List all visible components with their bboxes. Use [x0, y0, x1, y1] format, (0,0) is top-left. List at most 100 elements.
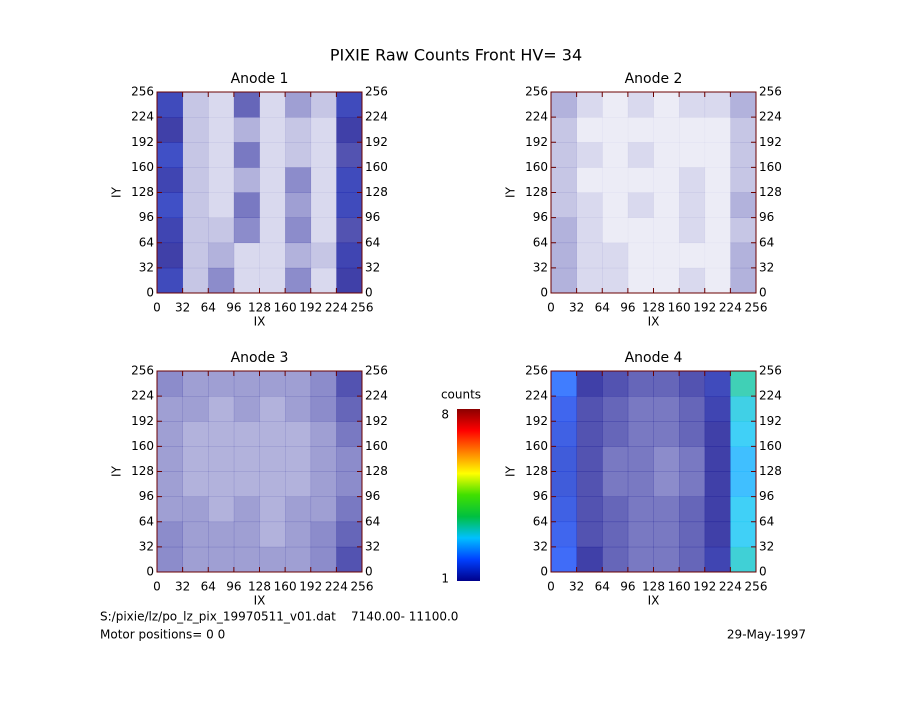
y-tick-label: 224	[131, 389, 154, 403]
heat-cell	[208, 446, 235, 472]
heat-cell	[704, 167, 731, 193]
heat-cell	[233, 142, 260, 168]
heat-cell	[182, 242, 209, 269]
heat-cell	[233, 242, 260, 269]
heat-cell	[182, 167, 209, 193]
y-tick-label: 160	[525, 160, 548, 174]
x-tick-label: 64	[201, 301, 216, 315]
x-tick-label: 128	[248, 301, 271, 315]
heat-cell	[551, 92, 577, 118]
y-tick-label: 0	[540, 565, 548, 579]
y2-tick-label: 224	[365, 110, 388, 124]
y-tick-label: 224	[525, 389, 548, 403]
heat-cell	[627, 142, 654, 168]
x-axis-label: IX	[648, 315, 660, 329]
heat-cell	[259, 167, 286, 193]
heat-cell	[208, 521, 235, 548]
heat-cell	[627, 192, 654, 218]
heat-cell	[157, 521, 183, 548]
heat-cell	[336, 167, 363, 193]
heat-cell	[679, 521, 706, 548]
heat-cell	[576, 396, 603, 422]
heat-cell	[602, 371, 629, 397]
heat-cell	[653, 142, 680, 168]
heat-cell	[259, 192, 286, 218]
heat-cell	[310, 546, 337, 573]
y-tick-label: 64	[533, 514, 548, 528]
y-tick-label: 32	[139, 260, 154, 274]
heat-cell	[259, 267, 286, 294]
heat-cell	[310, 92, 337, 118]
heat-cell	[233, 167, 260, 193]
y-tick-label: 32	[533, 260, 548, 274]
heat-cell	[551, 267, 577, 294]
heat-cell	[679, 142, 706, 168]
heat-cell	[336, 92, 363, 118]
heat-cell	[730, 217, 757, 244]
heat-cell	[576, 242, 603, 269]
heat-cell	[310, 242, 337, 269]
heat-cell	[157, 396, 183, 422]
heat-cell	[602, 267, 629, 294]
heat-cell	[208, 142, 235, 168]
heat-cell	[730, 396, 757, 422]
heat-cell	[310, 217, 337, 244]
colorbar-tick-label: 8	[441, 408, 449, 422]
heat-cell	[285, 167, 312, 193]
heat-cell	[285, 371, 312, 397]
heat-cell	[310, 421, 337, 447]
y-tick-label: 0	[146, 565, 154, 579]
heat-cell	[310, 396, 337, 422]
heat-cell	[310, 446, 337, 472]
y2-tick-label: 192	[759, 414, 782, 428]
heat-cell	[551, 496, 577, 523]
heat-cell	[704, 496, 731, 523]
heat-cell	[679, 446, 706, 472]
heat-cell	[259, 471, 286, 497]
heat-cell	[576, 217, 603, 244]
heat-cell	[679, 396, 706, 422]
heat-cell	[704, 242, 731, 269]
heat-cell	[259, 546, 286, 573]
y2-tick-label: 32	[365, 260, 380, 274]
y2-tick-label: 96	[365, 489, 380, 503]
x-axis-label: IX	[648, 594, 660, 608]
heat-cell	[704, 92, 731, 118]
heat-cell	[208, 117, 235, 143]
heat-cell	[208, 192, 235, 218]
heat-cell	[730, 521, 757, 548]
x-tick-label: 0	[153, 301, 161, 315]
heat-cell	[259, 117, 286, 143]
heat-cell	[653, 217, 680, 244]
colorbar-label: counts	[441, 388, 481, 402]
heat-cell	[653, 546, 680, 573]
colorbar	[457, 409, 480, 581]
heat-cell	[336, 471, 363, 497]
heat-cell	[310, 496, 337, 523]
heat-cell	[627, 217, 654, 244]
heat-cell	[182, 92, 209, 118]
y-tick-label: 256	[131, 85, 154, 99]
y2-tick-label: 32	[365, 539, 380, 553]
heat-cell	[182, 521, 209, 548]
heat-cell	[208, 421, 235, 447]
heat-cell	[627, 117, 654, 143]
y2-tick-label: 0	[365, 286, 373, 300]
heat-cell	[602, 471, 629, 497]
heat-cell	[182, 446, 209, 472]
heat-cell	[627, 242, 654, 269]
x-tick-label: 64	[595, 301, 610, 315]
y2-tick-label: 224	[365, 389, 388, 403]
heat-cell	[551, 546, 577, 573]
heat-cell	[602, 167, 629, 193]
x-tick-label: 0	[547, 301, 555, 315]
x-tick-label: 32	[175, 301, 190, 315]
heat-cell	[551, 167, 577, 193]
heat-cell	[233, 217, 260, 244]
x-tick-label: 256	[745, 301, 768, 315]
heat-cell	[208, 371, 235, 397]
x-tick-label: 128	[642, 580, 665, 594]
heat-cell	[336, 446, 363, 472]
heat-cell	[679, 267, 706, 294]
